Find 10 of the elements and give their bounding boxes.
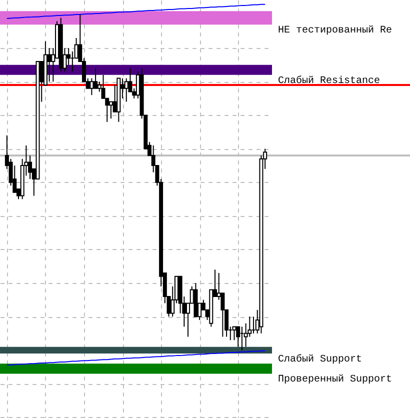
candlestick — [90, 78, 94, 96]
candlestick — [236, 326, 240, 348]
candlestick — [124, 78, 128, 102]
band-label: Слабый Resistance — [278, 74, 380, 87]
candlestick — [232, 326, 236, 341]
band-label: Слабый Support — [278, 354, 362, 366]
band-label: Проверенный Support — [278, 374, 392, 386]
candlestick — [94, 68, 98, 89]
candlestick — [108, 101, 113, 120]
band-label: НЕ тестированный Re — [278, 24, 392, 37]
